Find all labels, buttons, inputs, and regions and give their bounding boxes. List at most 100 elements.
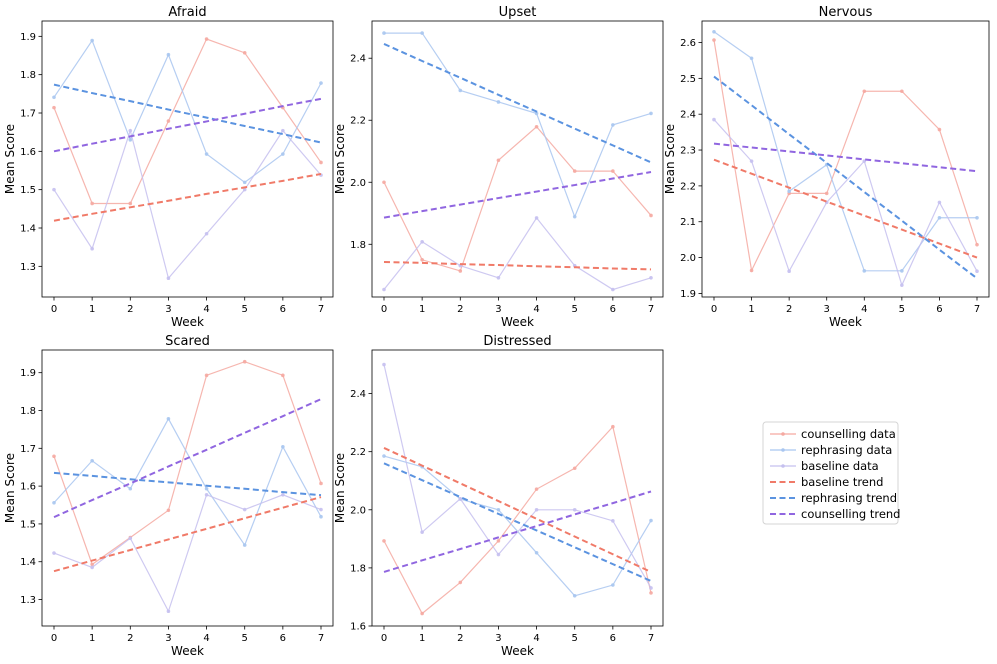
rephrasing-trend-line [53, 471, 322, 497]
rephrasing-data-point [787, 189, 791, 194]
counselling-data-point [281, 373, 285, 378]
counselling-data-point [611, 169, 615, 173]
x-tick-label: 3 [495, 304, 501, 315]
baseline-data-point [749, 159, 754, 163]
y-tick-label: 1.6 [20, 482, 36, 493]
y-axis-label: Mean Score [3, 453, 17, 523]
plot-area [382, 31, 653, 292]
baseline-data-point [975, 269, 979, 273]
baseline-data-line [383, 216, 652, 291]
legend-frame [762, 421, 899, 525]
counselling-data-point [52, 105, 56, 110]
legend-marker-counselling-data [781, 432, 785, 436]
counselling-data-point [90, 562, 94, 567]
rephrasing-data-point [90, 38, 94, 43]
counselling-data-line [53, 361, 322, 566]
y-tick-label: 2.0 [680, 253, 696, 264]
counselling-trend-line [713, 142, 978, 173]
baseline-data-point [204, 493, 209, 497]
x-tick-label: 6 [936, 304, 942, 315]
y-tick-label: 2.2 [680, 181, 696, 192]
rephrasing-data-point [900, 269, 904, 273]
x-tick-label: 7 [318, 304, 324, 315]
subplot-title: Nervous [819, 5, 873, 20]
baseline-data-point [458, 496, 463, 501]
rephrasing-data-point [166, 52, 171, 57]
baseline-data-point [204, 231, 209, 236]
x-axis-label: Week [501, 315, 534, 329]
y-tick-label: 1.8 [350, 563, 366, 574]
counselling-data-point [242, 51, 247, 55]
axes-frame [701, 20, 990, 298]
rephrasing-data-point [862, 269, 867, 273]
subplot-afraid: Afraid 0 1 2 3 4 5 6 7 1.3 1.4 1.5 1.6 1.7 1.8 1.9 Week M… [3, 5, 334, 329]
x-tick-label: 2 [127, 304, 133, 315]
rephrasing-data-point [712, 29, 716, 34]
x-tick-label: 4 [533, 304, 539, 315]
y-tick-label: 1.9 [680, 289, 696, 300]
baseline-data-point [319, 507, 323, 512]
rephrasing-data-line [53, 417, 322, 547]
baseline-trend-line [713, 158, 978, 259]
x-tick-label: 4 [203, 304, 209, 315]
x-tick-label: 3 [824, 304, 830, 315]
rephrasing-data-point [749, 56, 754, 61]
legend-label-counselling-trend: counselling trend [801, 507, 900, 521]
baseline-data-point [611, 519, 615, 523]
counselling-data-point [534, 124, 539, 129]
x-tick-label: 6 [280, 633, 286, 644]
x-tick-label: 3 [495, 633, 501, 644]
counselling-trend-line [53, 97, 322, 153]
counselling-data-point [420, 611, 424, 616]
baseline-data-point [712, 117, 716, 122]
counselling-data-point [382, 539, 386, 543]
baseline-data-line [383, 364, 652, 589]
y-tick-label: 1.9 [20, 368, 36, 379]
counselling-data-point [52, 454, 56, 459]
y-tick-label: 1.5 [20, 185, 36, 196]
y-tick-label: 1.8 [20, 70, 36, 81]
rephrasing-data-point [90, 458, 94, 463]
counselling-data-line [383, 425, 652, 615]
x-tick-label: 1 [419, 304, 425, 315]
x-tick-label: 0 [51, 304, 57, 315]
y-tick-label: 1.9 [20, 32, 36, 43]
x-tick-label: 0 [381, 633, 387, 644]
baseline-data-line [53, 128, 322, 280]
x-tick-label: 3 [165, 304, 171, 315]
rephrasing-data-point [458, 88, 463, 93]
rephrasing-data-point [52, 500, 56, 505]
rephrasing-data-point [204, 486, 209, 491]
counselling-data-point [572, 169, 577, 173]
y-tick-label: 1.7 [20, 444, 36, 455]
axes-frame [41, 20, 334, 298]
y-tick-label: 2.2 [350, 116, 366, 127]
counselling-data-point [611, 424, 615, 429]
baseline-data-line [713, 119, 978, 287]
subplot-title: Upset [499, 5, 537, 20]
y-tick-label: 1.5 [20, 519, 36, 530]
baseline-data-point [496, 275, 501, 280]
counselling-data-point [900, 89, 904, 94]
baseline-data-point [937, 200, 942, 205]
rephrasing-data-point [204, 152, 209, 156]
rephrasing-data-point [534, 111, 539, 116]
rephrasing-data-point [128, 486, 133, 491]
subplot-distressed: Distressed 0 1 2 3 4 5 6 7 1.6 1.8 2.0 2.2 2.4 Week Mea… [333, 334, 664, 658]
counselling-data-point [496, 539, 501, 543]
subplot-title: Afraid [168, 5, 206, 20]
y-tick-label: 2.4 [350, 54, 366, 65]
rephrasing-data-point [937, 215, 942, 220]
x-tick-label: 2 [457, 633, 463, 644]
y-axis-label: Mean Score [663, 124, 677, 194]
baseline-data-point [534, 507, 539, 512]
rephrasing-data-point [496, 507, 501, 512]
y-tick-label: 2.3 [680, 146, 696, 157]
rephrasing-data-point [166, 417, 171, 421]
rephrasing-data-point [281, 152, 285, 156]
y-tick-label: 1.4 [20, 557, 36, 568]
counselling-trend-line [383, 171, 652, 219]
plot-area [52, 37, 323, 281]
x-axis-label: Week [829, 315, 862, 329]
baseline-data-line [53, 494, 322, 613]
